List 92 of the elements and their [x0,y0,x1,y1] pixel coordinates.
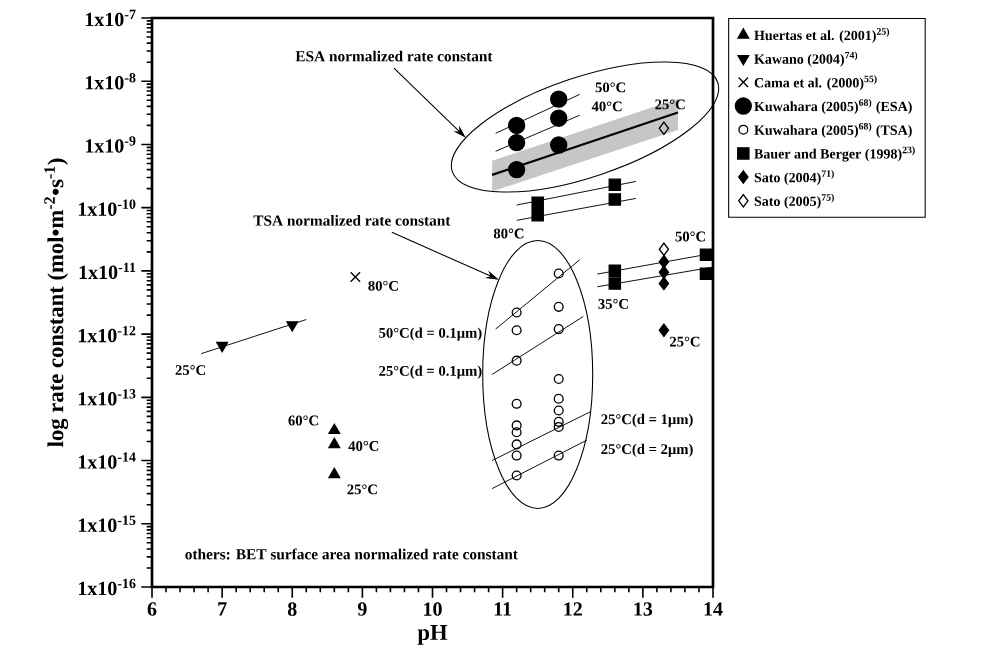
legend-label: Kawano (2004)$^{74)}$ [754,51,858,67]
point [550,136,568,154]
point [608,277,622,290]
point [553,393,564,404]
point [553,421,564,433]
legend-label: Cama et al. (2000)$^{55)}$ [754,75,877,91]
x-axis-title: pH [417,625,448,645]
point [511,470,522,481]
x-tick-label: 12 [564,602,582,616]
point [511,427,522,438]
point [511,450,522,461]
annotation: 25°C [655,99,685,110]
annotation: others: BET surface area normalized rate constant [185,548,518,560]
point [553,416,564,427]
annotation: 35°C [598,299,628,309]
annotation: 50°C(d = 0.1μm) [379,327,482,341]
y-tick-label: 1x10$^{-12}$ [78,325,136,343]
x-tick-label: 14 [704,602,723,616]
annotation: 25°C(d = 1μm) [601,413,693,428]
point [511,420,522,431]
point [511,307,522,318]
point [507,116,526,135]
y-tick-label: 1x10$^{-10}$ [78,199,136,216]
x-tick-label: 7 [218,602,227,616]
annotation: 25°C [669,336,700,347]
point [553,405,564,416]
annotation: TSA normalized rate constant [253,214,451,226]
point [511,325,522,336]
point [531,196,544,209]
point [553,373,564,385]
y-tick-label: 1x10$^{-16}$ [78,578,136,596]
annotation: 60°C [288,415,318,426]
x-tick-label: 13 [634,602,653,616]
annotation: 25°C [347,484,377,495]
point [216,341,229,353]
annotation: 40°C [348,441,379,451]
point [550,109,568,127]
x-tick-label: 9 [357,602,367,616]
point [608,178,622,192]
point [658,242,670,257]
x-tick-label: 10 [424,602,442,616]
y-tick-label: 1x10$^{-11}$ [79,262,136,280]
point [349,271,361,283]
point [550,90,568,108]
annotation: 50°C [595,82,626,93]
point [507,160,526,179]
point [658,276,670,291]
annotation: ESA normalized rate constant [295,50,493,62]
x-tick-label: 8 [287,602,297,616]
point [608,264,622,278]
point [608,193,622,206]
point [699,267,713,281]
point [553,268,564,279]
x-tick-label: 6 [147,602,157,616]
point [658,254,670,269]
point [531,208,544,222]
annotation: 80°C [368,280,398,291]
y-tick-label: 1x10$^{-14}$ [78,452,136,469]
point [511,398,522,409]
y-axis-title: log rate constant (mol•m$^{-2}$•s$^{-1}$) [44,158,69,447]
y-tick-label: 1x10$^{-13}$ [78,389,136,406]
point [511,355,522,366]
legend-label: Sato (2005)$^{75)}$ [754,193,834,209]
point [553,450,564,461]
y-tick-label: 1x10$^{-7}$ [85,9,136,27]
x-tick-label: 11 [494,602,512,616]
annotation: 80°C [493,228,524,239]
point [328,467,341,479]
point [286,321,299,332]
annotation: 25°C [175,365,206,376]
point [553,324,564,335]
annotation: 25°C(d = 0.1μm) [379,365,482,379]
point [328,437,341,449]
annotation: 40°C [591,101,622,112]
point [507,133,526,152]
y-tick-label: 1x10$^{-9}$ [85,136,136,153]
legend-label: Sato (2004)$^{71)}$ [754,170,834,186]
annotation: 25°C(d = 2μm) [601,443,693,457]
point [511,439,522,450]
legend-label: Bauer and Berger (1998)$^{23)}$ [754,146,915,162]
point [658,121,670,136]
y-tick-label: 1x10$^{-15}$ [78,515,136,532]
legend-label: Huertas et al. (2001)$^{25)}$ [754,27,890,43]
y-tick-label: 1x10$^{-8}$ [85,72,136,90]
point [658,265,670,280]
point [699,248,713,262]
legend-label: Kuwahara (2005)$^{68)}$ (TSA) [754,122,912,138]
legend-label: Kuwahara (2005)$^{68)}$ (ESA) [754,98,912,115]
annotation: 50°C [675,231,705,242]
point [328,423,341,435]
point [553,301,564,312]
point [658,323,670,338]
